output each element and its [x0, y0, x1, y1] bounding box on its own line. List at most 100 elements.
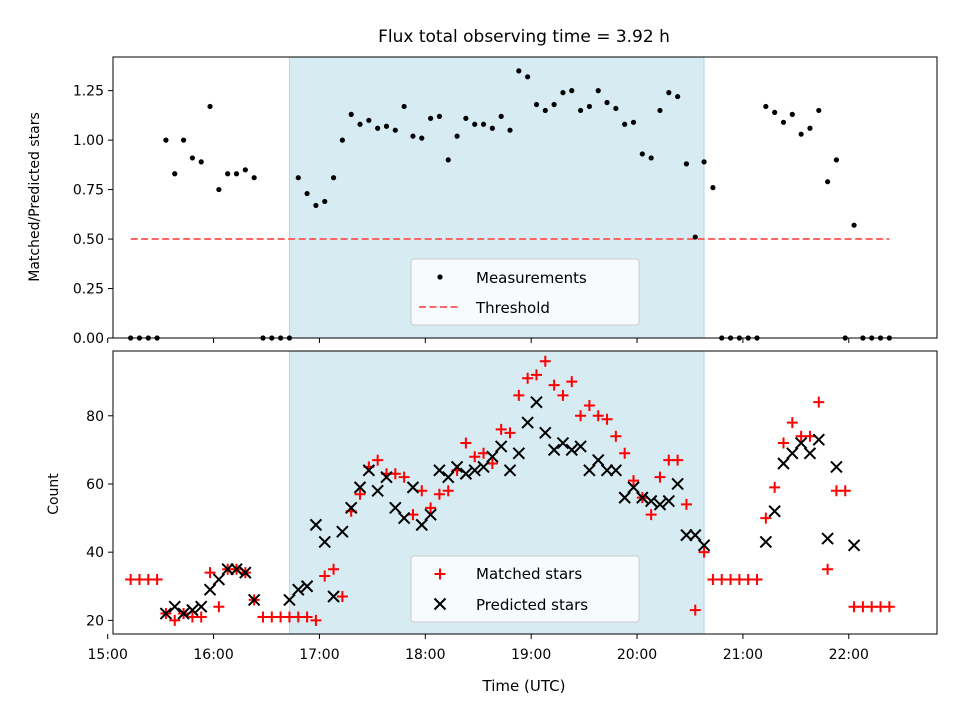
- matched-star-point: [486, 458, 498, 470]
- predicted-star-point: [477, 460, 490, 474]
- matched-star-point: [672, 454, 684, 466]
- bottom-xtick-label: 20:00: [617, 647, 657, 663]
- measurement-point: [163, 137, 169, 143]
- predicted-star-point: [468, 464, 481, 477]
- predicted-star-point: [168, 600, 181, 613]
- measurement-point: [683, 161, 690, 167]
- measurement-point: [533, 101, 540, 108]
- measurement-point: [198, 159, 204, 165]
- measurement-point: [375, 125, 381, 131]
- bottom-ytick-label: 80: [86, 409, 104, 425]
- measurement-point: [489, 125, 495, 131]
- measurement-point: [454, 133, 460, 139]
- predicted-star-point: [794, 436, 808, 450]
- bottom-legend: Matched stars Predicted stars: [410, 555, 640, 623]
- bottom-legend-box: [410, 555, 640, 623]
- measurement-point: [586, 103, 593, 110]
- measurement-point: [639, 151, 645, 157]
- measurement-point: [172, 171, 178, 177]
- predicted-star-point: [221, 563, 234, 576]
- predicted-star-point: [618, 491, 631, 504]
- predicted-star-point: [627, 481, 640, 494]
- bottom-xtick-label: 15:00: [88, 647, 128, 663]
- measurement-point: [401, 103, 407, 110]
- predicted-star-point: [459, 467, 473, 480]
- measurement-point: [498, 113, 504, 119]
- predicted-star-point: [442, 470, 455, 484]
- matched-star-point: [433, 488, 445, 500]
- predicted-star-point: [159, 607, 173, 620]
- predicted-star-point: [530, 395, 543, 409]
- matched-star-point: [407, 509, 419, 521]
- bottom-ytick-label: 20: [86, 613, 104, 629]
- measurement-point: [798, 131, 804, 137]
- measurement-point: [622, 121, 628, 127]
- bottom-xtick-label: 17:00: [299, 647, 339, 663]
- predicted-star-point: [786, 447, 799, 460]
- measurement-point: [763, 103, 769, 110]
- measurement-point: [472, 121, 478, 127]
- matched-star-point: [566, 376, 578, 388]
- legend-threshold-label: Threshold: [475, 299, 550, 317]
- predicted-star-point: [759, 535, 773, 549]
- matched-star-point: [416, 485, 428, 497]
- measurement-point: [692, 234, 698, 240]
- predicted-star-point: [697, 539, 711, 552]
- predicted-star-point: [547, 443, 561, 457]
- predicted-star-point: [768, 505, 781, 518]
- predicted-star-point: [486, 450, 499, 463]
- predicted-star-point: [247, 593, 261, 607]
- legend-measurements-marker: [437, 274, 443, 280]
- measurement-point: [851, 222, 857, 228]
- measurement-point: [825, 179, 831, 185]
- legend-matched-marker: [434, 568, 446, 580]
- predicted-star-point: [592, 453, 605, 467]
- matched-star-point: [557, 389, 569, 401]
- matched-star-point: [592, 410, 604, 422]
- measurement-point: [666, 90, 672, 96]
- predicted-star-point: [644, 494, 658, 508]
- predicted-star-point: [847, 539, 861, 552]
- measurement-point: [525, 74, 531, 80]
- matched-star-point: [539, 355, 551, 367]
- matched-star-point: [839, 485, 851, 497]
- predicted-star-point: [503, 464, 517, 477]
- measurement-point: [780, 119, 787, 125]
- measurement-point: [445, 157, 451, 163]
- predicted-star-point: [424, 508, 437, 521]
- measurement-point: [507, 127, 513, 133]
- predicted-star-point: [494, 440, 508, 453]
- predicted-star-point: [556, 436, 570, 450]
- predicted-star-point: [450, 460, 464, 474]
- matched-star-point: [301, 611, 313, 623]
- matched-star-point: [372, 454, 384, 466]
- predicted-star-point: [521, 416, 534, 429]
- predicted-star-point: [433, 464, 446, 477]
- measurement-point: [701, 159, 707, 165]
- predicted-star-point: [821, 532, 834, 545]
- measurement-point: [569, 88, 575, 94]
- measurement-point: [366, 117, 372, 123]
- matched-star-point: [751, 573, 763, 585]
- matched-star-point: [680, 498, 692, 510]
- matched-star-point: [478, 447, 490, 459]
- bottom-xtick-label: 22:00: [829, 647, 869, 663]
- predicted-star-point: [574, 440, 587, 453]
- measurement-point: [383, 123, 390, 129]
- measurement-point: [657, 107, 663, 114]
- measurement-point: [180, 137, 187, 143]
- measurement-point: [233, 171, 240, 177]
- predicted-star-point: [415, 518, 428, 532]
- matched-star-point: [883, 601, 895, 613]
- measurement-point: [322, 198, 328, 205]
- matched-star-point: [760, 512, 772, 524]
- predicted-star-point: [212, 573, 226, 586]
- predicted-star-point: [177, 607, 190, 620]
- predicted-star-point: [300, 580, 314, 593]
- measurement-point: [330, 175, 337, 181]
- predicted-star-point: [318, 535, 331, 549]
- measurement-point: [216, 186, 222, 193]
- measurement-point: [419, 135, 425, 141]
- matched-star-point: [654, 471, 666, 483]
- predicted-star-point: [283, 593, 296, 607]
